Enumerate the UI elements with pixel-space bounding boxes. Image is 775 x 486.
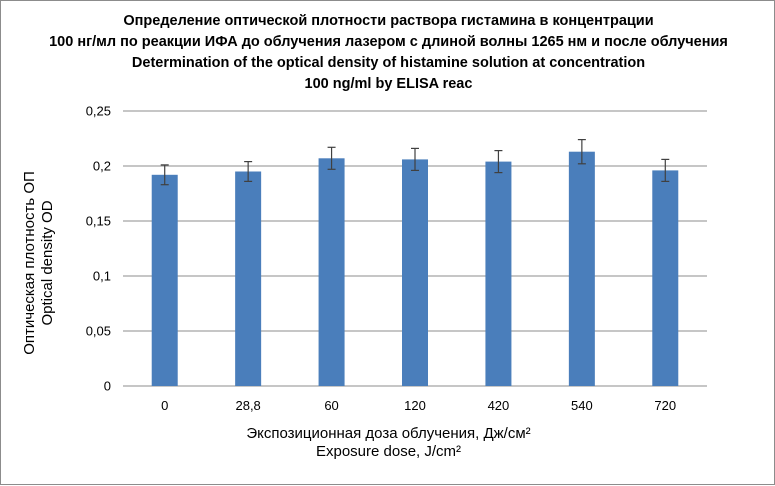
x-axis-label: Экспозиционная доза облучения, Дж/см² Ex… [1, 425, 775, 461]
bar [235, 171, 262, 386]
x-tick-label: 0 [161, 398, 168, 413]
chart-title-line-1: Определение оптической плотности раствор… [123, 13, 654, 29]
x-tick-label: 420 [488, 398, 510, 413]
y-tick-label: 0,15 [86, 214, 111, 229]
y-tick-label: 0,25 [86, 104, 111, 119]
x-axis-label-line-1: Экспозиционная доза облучения, Дж/см² [246, 425, 531, 442]
bar [652, 170, 679, 386]
x-tick-label: 540 [571, 398, 593, 413]
y-tick-label: 0,2 [93, 159, 111, 174]
chart-title: Определение оптической плотности раствор… [1, 11, 775, 95]
x-axis-label-line-2: Exposure dose, J/cm² [315, 443, 462, 460]
y-tick-label: 0,1 [93, 269, 111, 284]
bar [151, 174, 178, 386]
y-tick-label: 0 [104, 379, 111, 394]
x-tick-label: 60 [324, 398, 338, 413]
x-tick-label: 120 [404, 398, 426, 413]
y-tick-label: 0,05 [86, 324, 111, 339]
chart-title-line-4: 100 ng/ml by ELISA reac [304, 76, 473, 92]
chart-title-line-3: Determination of the optical density of … [131, 55, 646, 71]
x-tick-label: 720 [654, 398, 676, 413]
bar [318, 158, 345, 386]
chart-title-line-2: 100 нг/мл по реакции ИФА до облучения ла… [49, 34, 728, 50]
x-tick-label: 28,8 [235, 398, 260, 413]
bar [485, 161, 512, 386]
bar [568, 151, 595, 386]
bar [402, 159, 428, 386]
